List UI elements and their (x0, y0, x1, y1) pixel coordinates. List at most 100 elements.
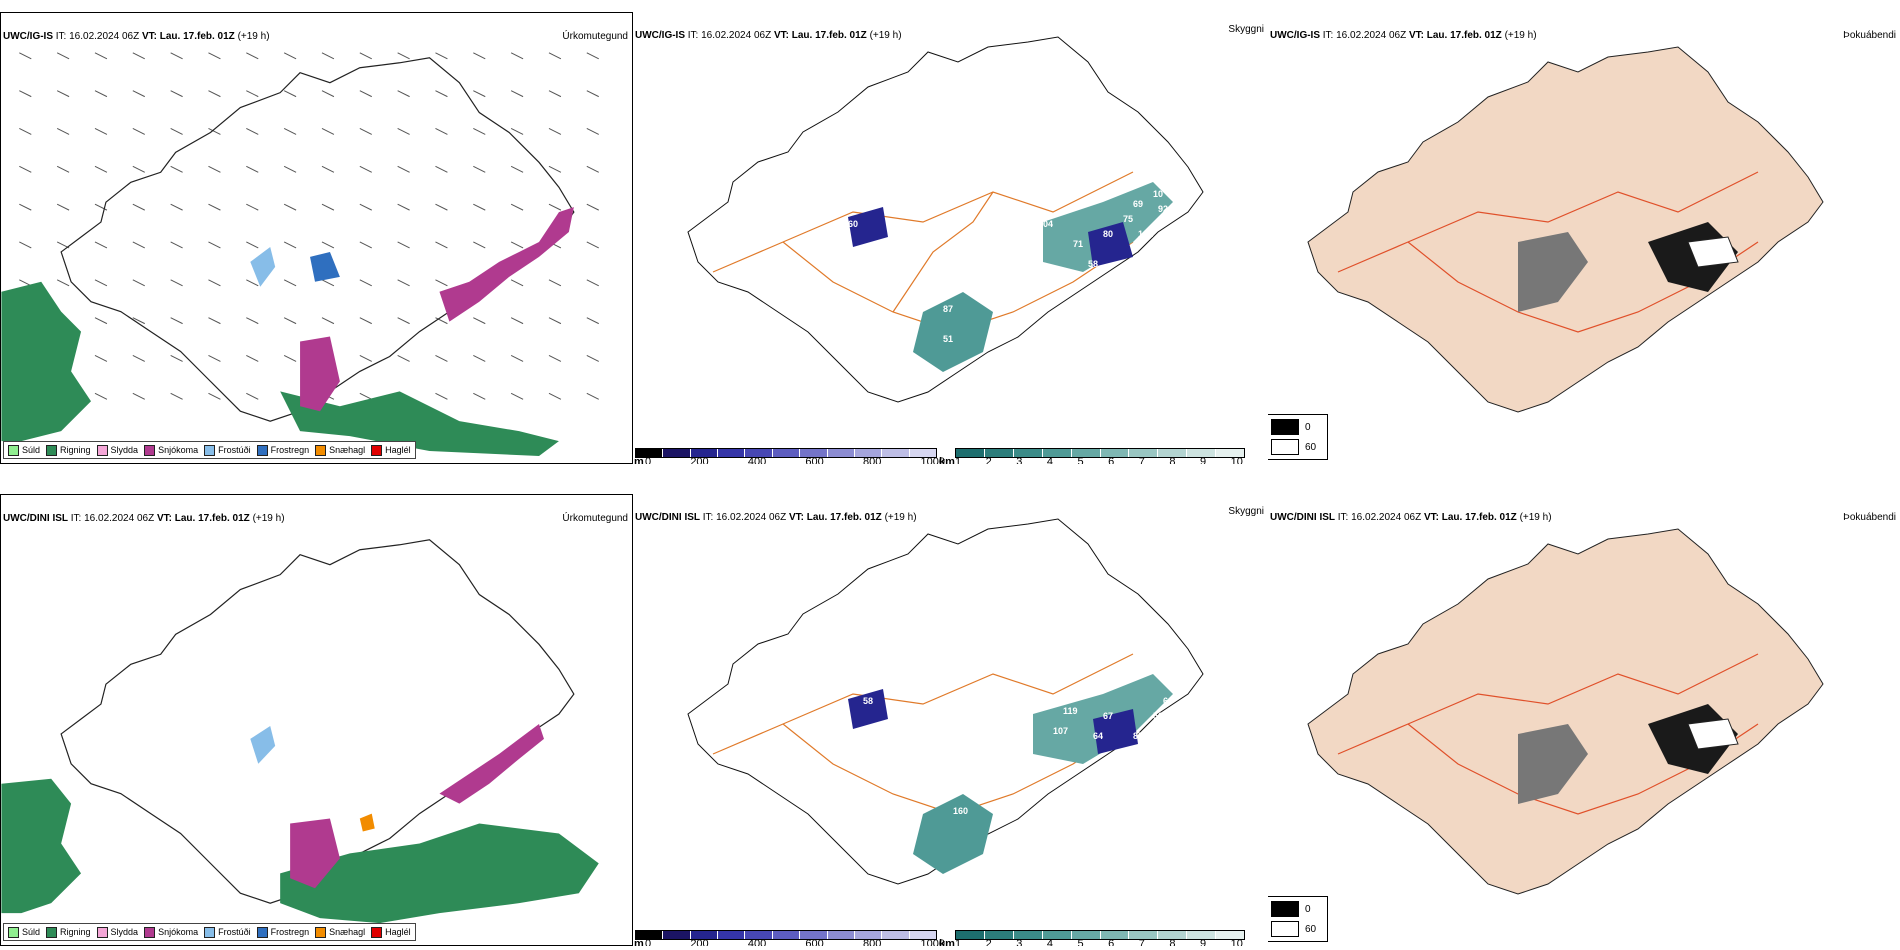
colorbar-segment (1129, 931, 1159, 939)
panel-title: Úrkomutegund (562, 31, 628, 42)
legend-item-snjokoma: Snjókoma (144, 444, 198, 456)
colorbar-segment (1187, 931, 1217, 939)
wind-barb (435, 203, 448, 211)
wind-barb (510, 52, 524, 60)
wind-barb (132, 392, 145, 400)
wind-barb (246, 392, 259, 400)
wind-barb (283, 317, 297, 325)
precip-type-panel-bottom: UWC/DINI ISL IT: 16.02.2024 06Z VT: Lau.… (0, 494, 633, 946)
wind-barb (435, 392, 448, 400)
ceiling-label: 66 (1163, 696, 1173, 706)
wind-barb (548, 128, 562, 135)
ceiling-label: 160 (953, 806, 968, 816)
colorbar-segment (663, 449, 691, 457)
wind-barb (132, 355, 145, 362)
colorbar-tick-label: 6 (1108, 456, 1115, 464)
ceiling-label: 51 (943, 334, 953, 344)
wind-barb (586, 392, 599, 400)
wind-barb (435, 165, 448, 173)
panel-title: Þokuábendi (1843, 30, 1896, 41)
wind-barb (94, 317, 108, 325)
wind-barb (208, 355, 221, 362)
colorbar-segment (1216, 931, 1245, 939)
wind-barb (283, 90, 297, 98)
ceiling-label: 29 (1148, 169, 1158, 179)
wind-barb (510, 279, 524, 287)
ceiling-label: 87 (1133, 731, 1143, 741)
colorbar-tick-label: 400 (747, 456, 767, 464)
legend-item-rigning: Rigning (46, 444, 91, 456)
wind-barb (132, 52, 145, 60)
ceiling-label: 189 (1165, 716, 1180, 726)
wind-barb (548, 317, 562, 325)
fog-key-swatch (1271, 419, 1299, 435)
wind-barb (435, 355, 448, 362)
wind-barb (208, 203, 221, 211)
wind-barb (510, 203, 524, 211)
colorbar-tick-label: 1 (955, 456, 962, 464)
wind-barb (246, 241, 259, 249)
fog-key-swatch (1271, 921, 1299, 937)
colorbar-tick-label: 200 (690, 938, 709, 946)
colorbar-tick-label: 800 (862, 938, 882, 946)
panel-header: UWC/DINI ISL IT: 16.02.2024 06Z VT: Lau.… (635, 512, 917, 523)
ceiling-label: 119 (1063, 706, 1078, 716)
colorbar-segment (956, 931, 985, 939)
fog-key-row: 0 (1271, 419, 1323, 435)
fog-key: 0 60 (1268, 414, 1328, 460)
ceiling-label: 121 (1138, 229, 1153, 239)
precip-legend: Súld Rigning Slydda Snjókoma Frostúði Fr… (3, 441, 416, 459)
panel-header: UWC/DINI ISL IT: 16.02.2024 06Z VT: Lau.… (3, 513, 285, 524)
colorbar-segment (663, 931, 691, 939)
wind-barb (94, 241, 108, 249)
colorbar-tick-label: 5 (1077, 938, 1084, 946)
wind-barb (246, 317, 259, 325)
wind-barb (435, 279, 448, 287)
fog-key-row: 60 (1271, 439, 1323, 455)
colorbar-tick-label: 7 (1138, 456, 1145, 464)
wind-barb (246, 165, 259, 173)
colorbar-tick-label: 4 (1046, 938, 1053, 946)
fog-panel-top: UWC/IG-IS IT: 16.02.2024 06Z VT: Lau. 17… (1268, 12, 1900, 464)
fog-key-swatch (1271, 901, 1299, 917)
wind-barb (321, 165, 335, 173)
precip-map (1, 539, 599, 924)
colorbar-segment (1216, 449, 1245, 457)
wind-barb (510, 241, 524, 249)
wind-barb (94, 52, 108, 60)
ceiling-label: 69 (1133, 199, 1143, 209)
wind-barb (548, 279, 562, 287)
wind-barb (246, 279, 259, 287)
colorbar-tick-label: 8 (1169, 938, 1176, 946)
colorbar-segment (636, 931, 664, 939)
visibility-panel-top: UWC/IG-IS IT: 16.02.2024 06Z VT: Lau. 17… (633, 12, 1268, 464)
wind-barb (321, 317, 335, 325)
wind-barb (321, 128, 335, 135)
colorbar-segment (636, 449, 664, 457)
visibility-colorbar (955, 448, 1245, 458)
wind-barb (56, 90, 70, 98)
colorbar-segment (854, 931, 883, 939)
colorbar-tick-label: 10 (1230, 938, 1243, 946)
wind-barb (586, 203, 599, 211)
panel-header: UWC/IG-IS IT: 16.02.2024 06Z VT: Lau. 17… (635, 30, 902, 41)
wind-barb (435, 317, 448, 325)
colorbar-tick-label: 8 (1169, 456, 1176, 464)
colorbar-segment (1071, 931, 1101, 939)
fog-map (1307, 528, 1824, 895)
colorbar-segment (909, 931, 936, 939)
ceiling-colorbar (635, 930, 937, 940)
panel-header: UWC/IG-IS IT: 16.02.2024 06Z VT: Lau. 17… (1270, 30, 1537, 41)
wind-barb (359, 52, 372, 60)
wind-barb (132, 165, 145, 173)
colorbar-tick-label: 600 (805, 456, 824, 464)
ceiling-label: 118 (963, 269, 978, 279)
ceiling-label: 219 (933, 791, 948, 801)
wind-barb (170, 241, 183, 249)
ceiling-unit: m (634, 456, 644, 464)
wind-barb (246, 90, 259, 98)
fog-key-row: 0 (1271, 901, 1323, 917)
colorbar-segment (1100, 931, 1130, 939)
wind-barb (283, 355, 297, 362)
panel-header: UWC/DINI ISL IT: 16.02.2024 06Z VT: Lau.… (1270, 512, 1552, 523)
